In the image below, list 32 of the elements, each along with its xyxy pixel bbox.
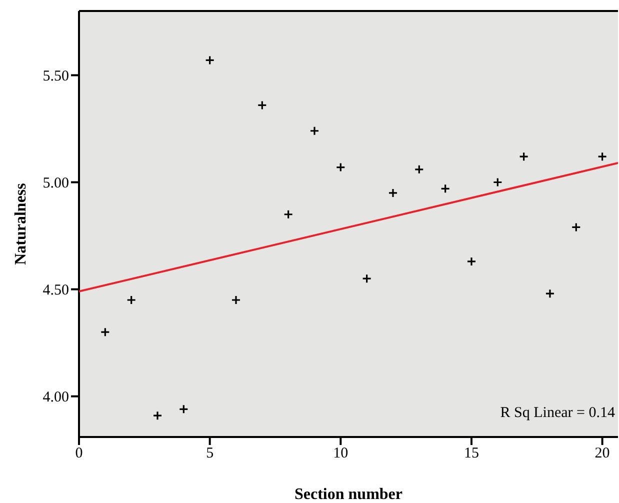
point [284, 210, 294, 220]
point [545, 288, 555, 298]
x-tick-label: 5 [206, 446, 214, 462]
point [362, 274, 372, 284]
point [519, 152, 529, 162]
point [178, 404, 188, 414]
point [598, 152, 608, 162]
y-tick-label: 5.50 [42, 68, 69, 85]
point [231, 295, 241, 305]
point [466, 256, 476, 266]
annotation: R Sq Linear = 0.14 [500, 405, 615, 422]
y-tick-label: 4.00 [42, 390, 69, 406]
point [310, 126, 320, 136]
y-tick-label: 5.00 [42, 176, 69, 192]
x-tick-label: 20 [594, 446, 610, 462]
point [100, 327, 110, 337]
x-tick-label: 15 [464, 446, 479, 462]
x-tick-label: 10 [333, 446, 348, 462]
point [152, 410, 162, 420]
point [440, 184, 450, 194]
y-axis-title: Naturalness [12, 183, 30, 265]
point [126, 295, 136, 305]
x-axis-title: Section number [294, 486, 402, 503]
point [388, 188, 398, 198]
point [336, 162, 346, 172]
point [205, 55, 215, 66]
point [414, 164, 424, 174]
point [492, 177, 502, 188]
point [257, 100, 267, 110]
y-tick-label: 4.50 [42, 282, 69, 299]
x-tick-label: 0 [75, 446, 83, 462]
point [571, 222, 581, 232]
